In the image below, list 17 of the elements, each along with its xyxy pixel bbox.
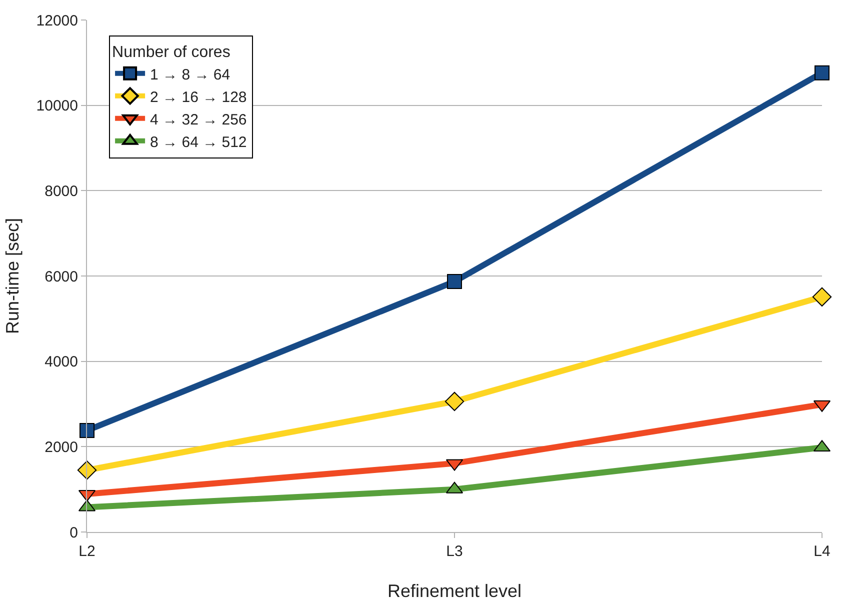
y-tick-label: 8000 (44, 182, 78, 200)
y-tick-label: 2000 (44, 438, 78, 456)
y-tick-label: 12000 (36, 12, 78, 30)
y-axis-title: Run-time [sec] (2, 218, 22, 334)
x-tick-label: L3 (446, 543, 463, 560)
x-tick-label: L4 (814, 543, 830, 560)
y-tick-label: 0 (70, 524, 78, 542)
x-axis-title: Refinement level (387, 581, 522, 602)
legend-title: Number of cores (112, 44, 230, 62)
legend-label: 1 → 8 → 64 (150, 66, 230, 84)
x-tick-label: L2 (78, 543, 96, 560)
legend-label: 8 → 64 → 512 (150, 134, 247, 151)
legend-label: 2 → 16 → 128 (150, 88, 247, 106)
y-tick-label: 10000 (36, 98, 78, 115)
legend-label: 4 → 32 → 256 (150, 111, 247, 128)
y-tick-label: 4000 (44, 354, 78, 371)
y-tick-label: 6000 (44, 268, 78, 286)
